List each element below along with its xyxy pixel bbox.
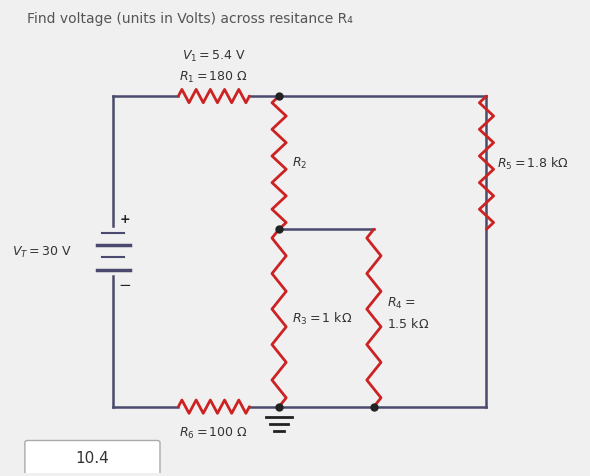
Text: $R_5=1.8\ \mathrm{k}\Omega$: $R_5=1.8\ \mathrm{k}\Omega$	[497, 155, 569, 171]
Text: $R_1=180\ \Omega$: $R_1=180\ \Omega$	[179, 69, 248, 85]
Text: $R_3=1\ \mathrm{k}\Omega$: $R_3=1\ \mathrm{k}\Omega$	[292, 310, 352, 326]
FancyBboxPatch shape	[25, 441, 160, 476]
Text: $V_T=30\ \mathrm{V}$: $V_T=30\ \mathrm{V}$	[12, 244, 72, 259]
Text: 10.4: 10.4	[76, 450, 109, 466]
Text: Find voltage (units in Volts) across resitance R₄: Find voltage (units in Volts) across res…	[27, 12, 353, 26]
Text: $R_2$: $R_2$	[292, 156, 307, 171]
Text: $R_4=$
$1.5\ \mathrm{k}\Omega$: $R_4=$ $1.5\ \mathrm{k}\Omega$	[387, 296, 430, 330]
Text: $R_6=100\ \Omega$: $R_6=100\ \Omega$	[179, 425, 248, 440]
Text: −: −	[119, 278, 132, 293]
Text: $V_1=5.4\ \mathrm{V}$: $V_1=5.4\ \mathrm{V}$	[182, 49, 246, 64]
Text: +: +	[120, 212, 130, 225]
